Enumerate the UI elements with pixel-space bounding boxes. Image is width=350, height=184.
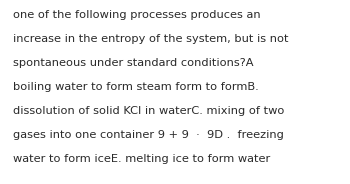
Text: water to form iceE. melting ice to form water: water to form iceE. melting ice to form …: [13, 154, 270, 164]
Text: spontaneous under standard conditions?A: spontaneous under standard conditions?A: [13, 58, 253, 68]
Text: boiling water to form steam form to formB.: boiling water to form steam form to form…: [13, 82, 259, 92]
Text: increase in the entropy of the system, but is not: increase in the entropy of the system, b…: [13, 34, 288, 44]
Text: one of the following processes produces an: one of the following processes produces …: [13, 10, 261, 20]
Text: dissolution of solid KCl in waterC. mixing of two: dissolution of solid KCl in waterC. mixi…: [13, 106, 284, 116]
Text: gases into one container 9 + 9  ·  9D .  freezing: gases into one container 9 + 9 · 9D . fr…: [13, 130, 284, 140]
